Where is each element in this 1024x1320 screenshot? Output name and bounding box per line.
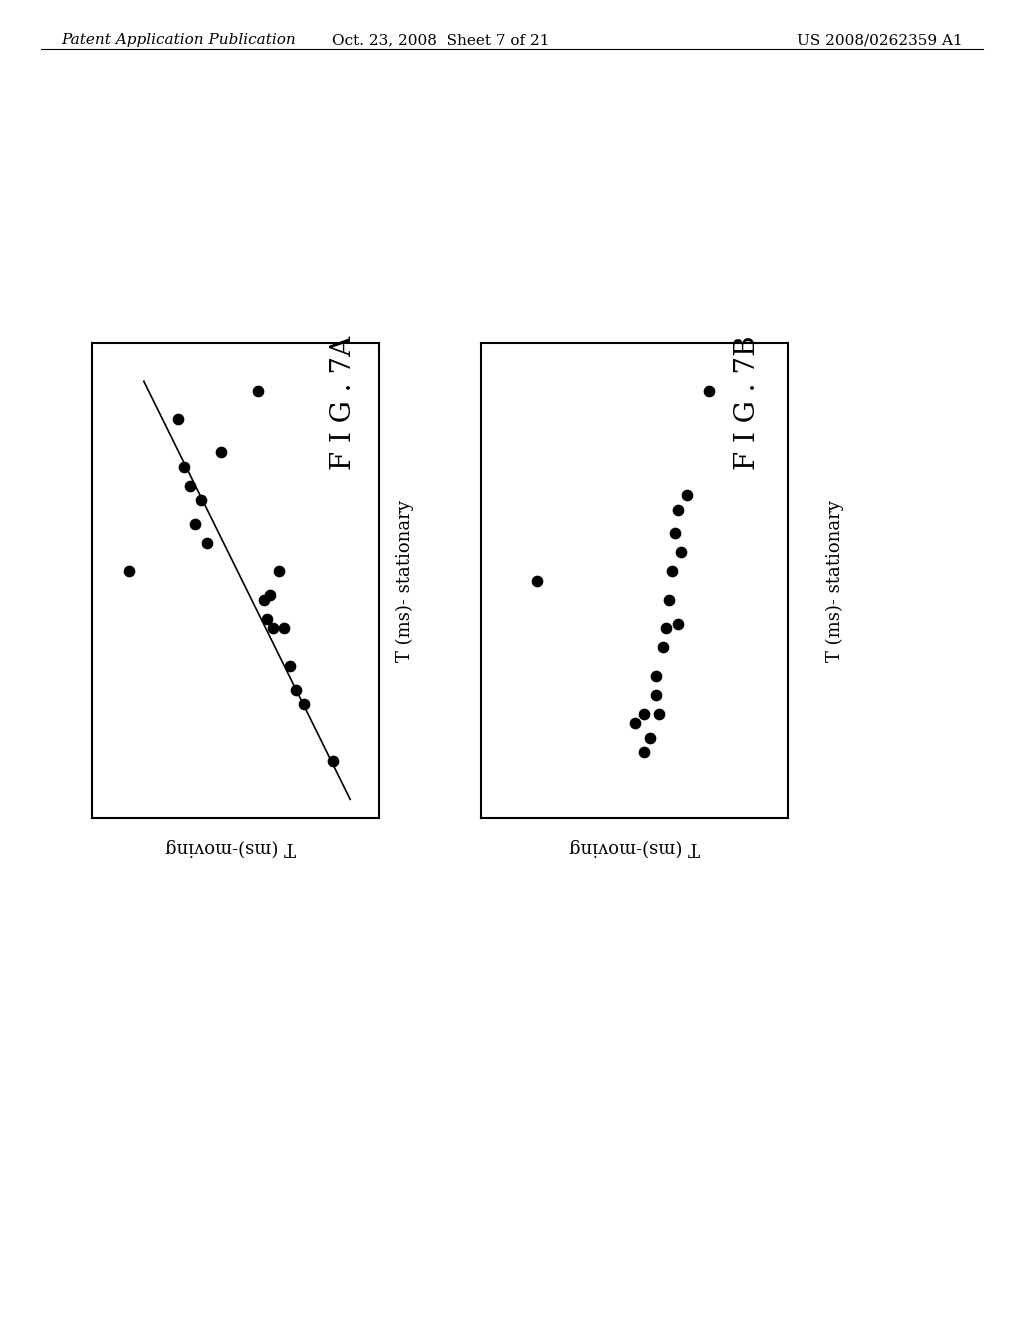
Point [288, 680, 304, 701]
Point [199, 532, 215, 553]
Point [325, 751, 341, 772]
Point [642, 727, 658, 748]
Point [262, 585, 279, 606]
Text: T (ms)- stationary: T (ms)- stationary [395, 500, 414, 661]
Point [627, 713, 643, 734]
Point [282, 656, 298, 677]
Point [648, 684, 665, 705]
Point [121, 561, 137, 582]
Point [648, 665, 665, 686]
Point [664, 561, 680, 582]
Text: US 2008/0262359 A1: US 2008/0262359 A1 [797, 33, 963, 48]
Point [181, 475, 198, 496]
Point [660, 589, 677, 610]
Point [651, 704, 668, 725]
Text: T (ms)-moving: T (ms)-moving [569, 838, 700, 857]
Point [264, 618, 281, 639]
Point [250, 380, 266, 401]
Point [176, 457, 193, 478]
Point [256, 589, 272, 610]
Point [636, 742, 652, 763]
Text: F I G . 7B: F I G . 7B [734, 335, 761, 470]
Point [700, 380, 717, 401]
Point [670, 499, 686, 520]
Point [170, 409, 186, 430]
Point [187, 513, 204, 535]
Text: T (ms)- stationary: T (ms)- stationary [825, 500, 844, 661]
Point [270, 561, 287, 582]
Point [670, 612, 686, 634]
Text: Oct. 23, 2008  Sheet 7 of 21: Oct. 23, 2008 Sheet 7 of 21 [332, 33, 549, 48]
Point [259, 609, 275, 630]
Point [654, 636, 671, 657]
Point [673, 541, 689, 562]
Point [276, 618, 293, 639]
Point [193, 490, 209, 511]
Point [528, 570, 545, 591]
Text: Patent Application Publication: Patent Application Publication [61, 33, 296, 48]
Point [679, 484, 695, 506]
Point [296, 694, 312, 715]
Point [667, 523, 683, 544]
Point [213, 442, 229, 463]
Point [657, 618, 674, 639]
Text: T (ms)-moving: T (ms)-moving [165, 838, 296, 857]
Point [636, 704, 652, 725]
Text: F I G . 7A: F I G . 7A [330, 335, 356, 470]
